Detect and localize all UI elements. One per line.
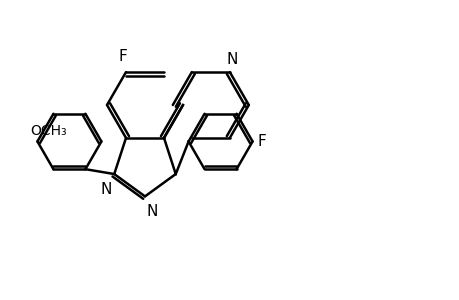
Text: F: F xyxy=(118,49,127,64)
Text: F: F xyxy=(257,134,266,149)
Text: N: N xyxy=(147,204,158,219)
Text: N: N xyxy=(226,52,237,67)
Text: OCH₃: OCH₃ xyxy=(30,124,67,138)
Text: N: N xyxy=(101,182,112,197)
